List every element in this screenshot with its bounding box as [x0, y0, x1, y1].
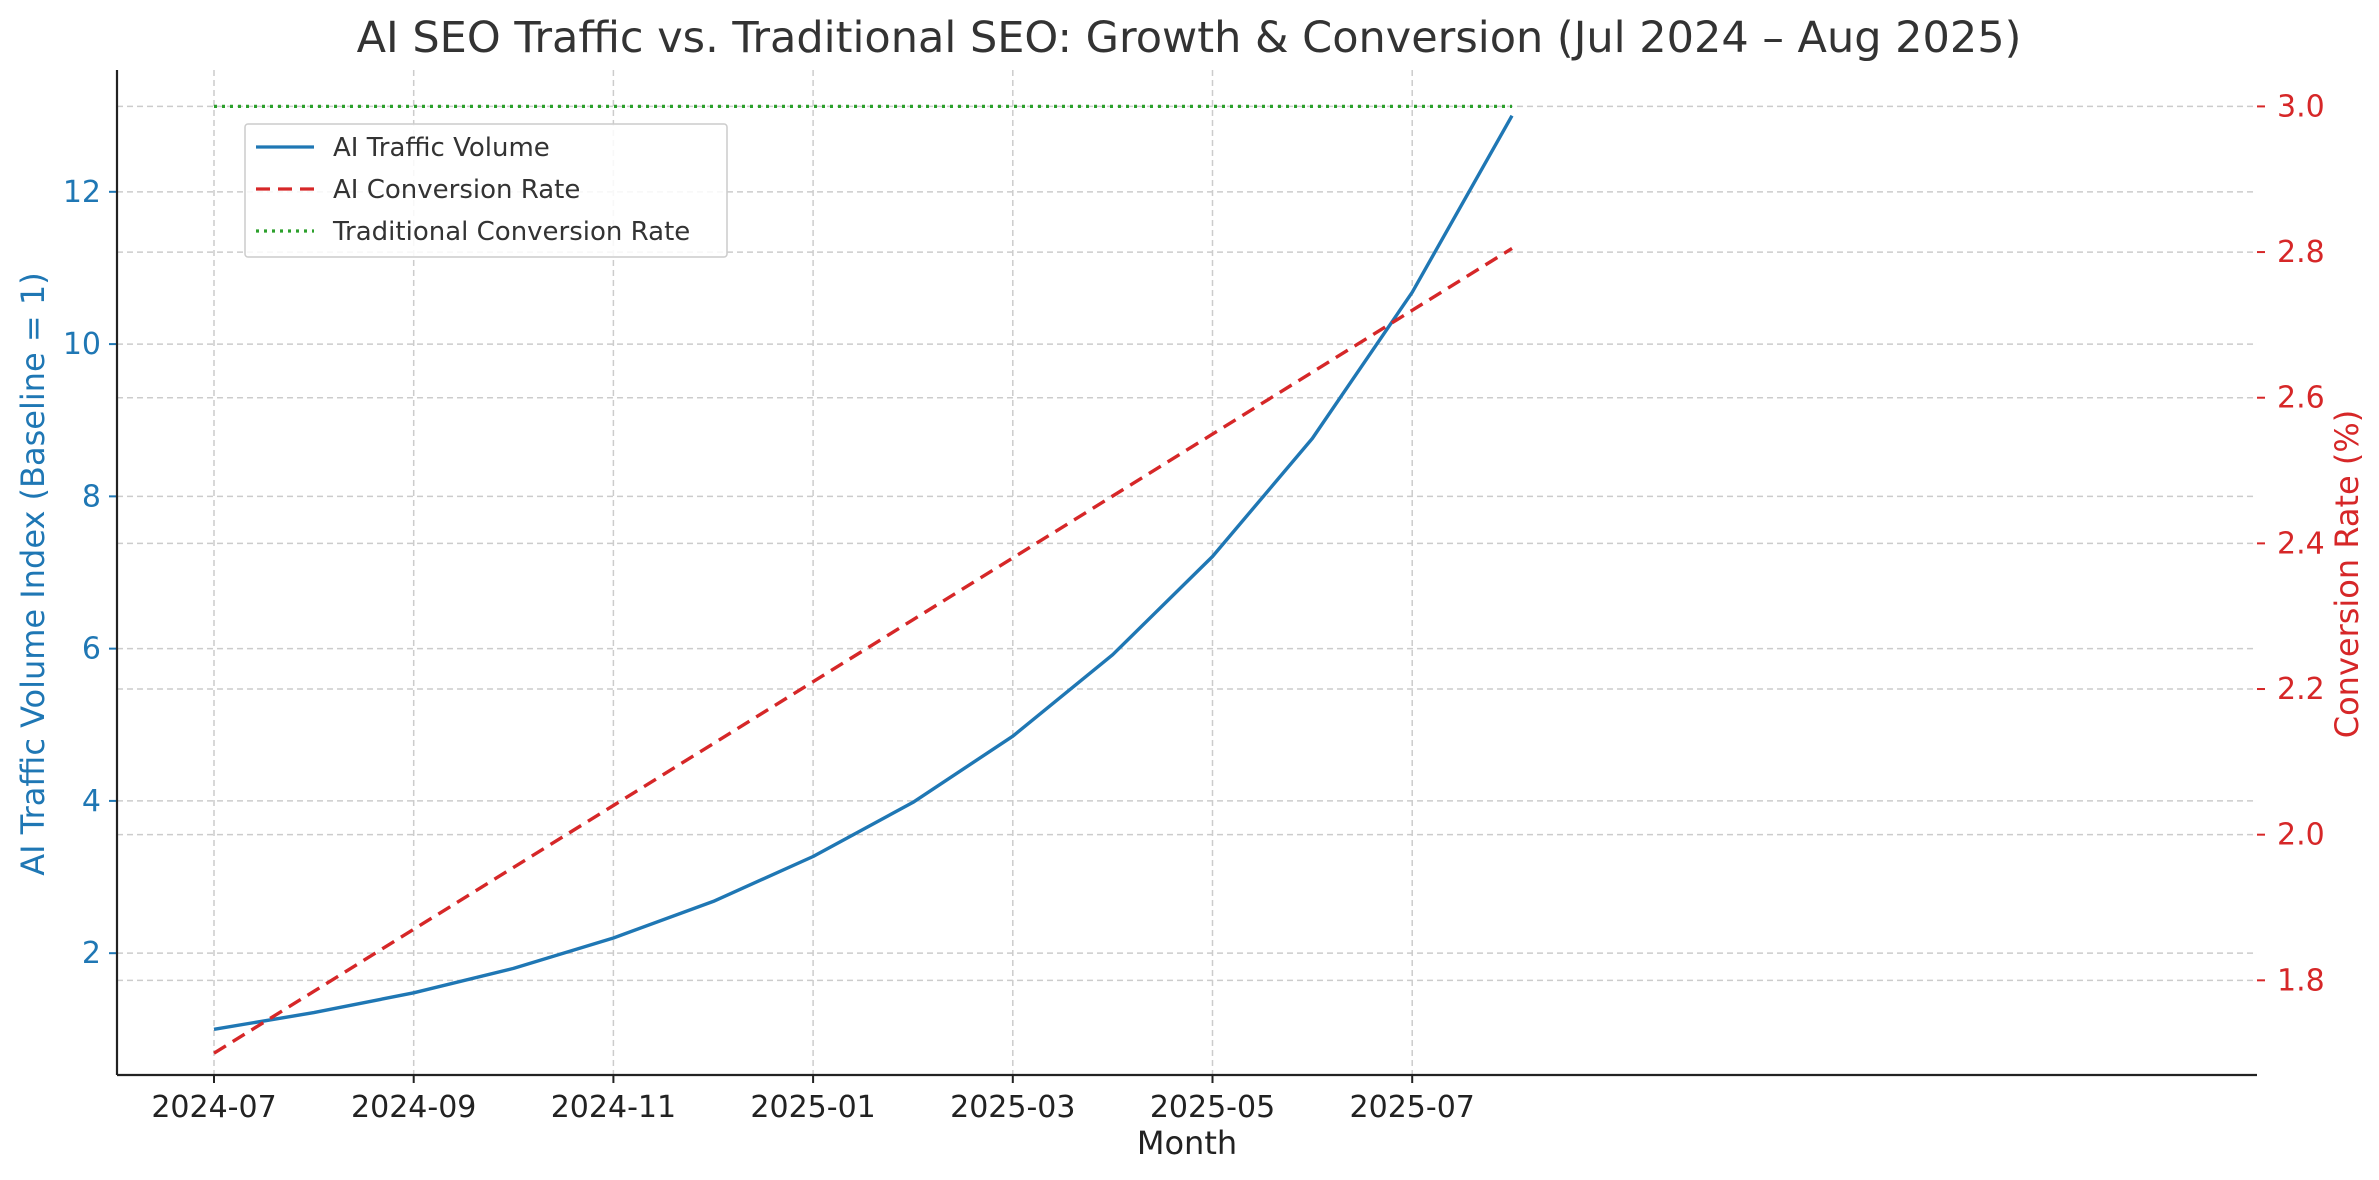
x-tick-label: 2024-07: [151, 1090, 276, 1125]
x-tick-label: 2025-05: [1150, 1090, 1275, 1125]
y-axis-left-title: AI Traffic Volume Index (Baseline = 1): [14, 272, 52, 875]
x-tick-label: 2025-01: [750, 1090, 875, 1125]
x-tick-label: 2025-03: [950, 1090, 1075, 1125]
x-axis-title: Month: [1137, 1124, 1237, 1162]
series-line-ai-conversion-rate: [213, 246, 1513, 1055]
x-tick-label: 2024-11: [551, 1090, 676, 1125]
grid-lines: [117, 70, 2257, 1075]
legend-label: Traditional Conversion Rate: [332, 217, 690, 247]
y-left-tick-label: 8: [82, 479, 101, 514]
y-left-tick-label: 4: [82, 784, 101, 819]
x-tick-label: 2025-07: [1350, 1090, 1475, 1125]
y-left-tick-label: 6: [82, 632, 101, 667]
legend: AI Traffic Volume AI Conversion Rate Tradi…: [244, 123, 728, 258]
y-axis-right-title: Conversion Rate (%): [2328, 410, 2366, 739]
y-right-tick-label: 3.0: [2277, 89, 2325, 124]
chart-title: AI SEO Traffic vs. Traditional SEO: Grow…: [357, 13, 2022, 63]
legend-box: [244, 123, 728, 258]
y-left-tick-label: 12: [63, 175, 101, 210]
y-right-tick-label: 2.8: [2277, 235, 2325, 270]
y-right-tick-label: 2.6: [2277, 381, 2325, 416]
legend-label: AI Traffic Volume: [333, 133, 550, 163]
series-layer: [213, 104, 1514, 1055]
axes: [109, 70, 2265, 1083]
y-left-tick-label: 2: [82, 936, 101, 971]
y-left-tick-label: 10: [63, 327, 101, 362]
y-right-tick-label: 2.2: [2277, 672, 2325, 707]
y-right-tick-label: 2.0: [2277, 818, 2325, 853]
x-tick-label: 2024-09: [351, 1090, 476, 1125]
series-line-ai-traffic-volume: [213, 114, 1514, 1031]
tick-labels: 2024-07 2024-09 2024-11 2025-01 2025-03 2025-…: [63, 89, 2325, 1125]
y-right-tick-label: 1.8: [2277, 963, 2325, 998]
y-right-tick-label: 2.4: [2277, 526, 2325, 561]
legend-label: AI Conversion Rate: [333, 175, 580, 205]
